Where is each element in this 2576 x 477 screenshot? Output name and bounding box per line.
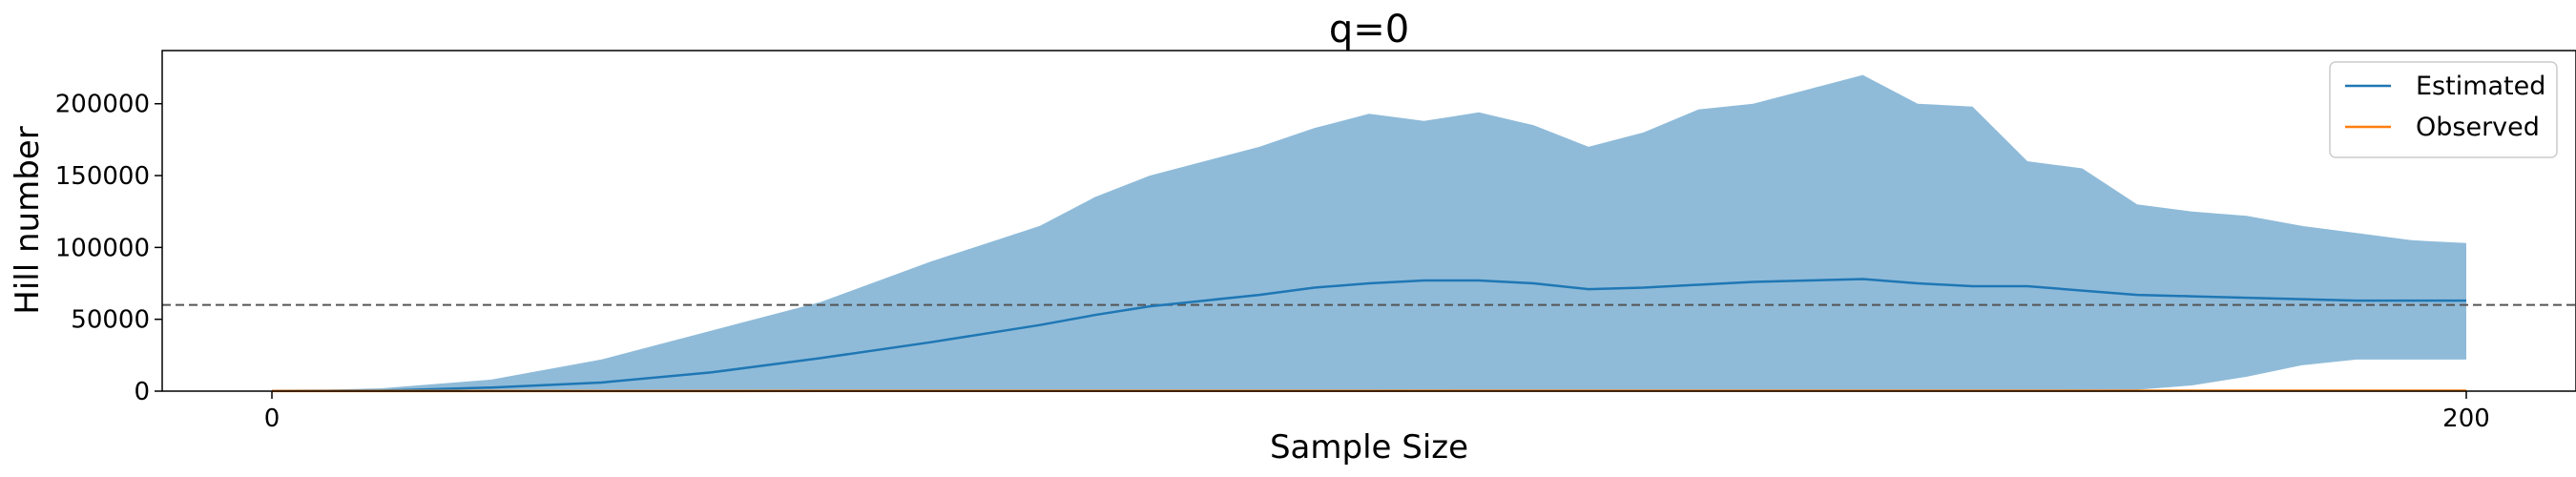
- estimated-confidence-band: [272, 74, 2466, 391]
- chart-title: q=0: [1329, 8, 1409, 52]
- y-axis-label: Hill number: [9, 126, 47, 314]
- series-line-estimated: [271, 278, 2466, 393]
- y-tick-label: 100000: [55, 234, 150, 262]
- x-tick-label: 0: [264, 404, 280, 433]
- y-tick-label: 0: [134, 378, 150, 406]
- plot-area: [162, 74, 2576, 393]
- plot-frame: [161, 50, 2576, 392]
- legend-label-estimated: Estimated: [2416, 72, 2545, 101]
- y-tick-label: 150000: [55, 162, 150, 191]
- y-tick-label: 50000: [71, 306, 150, 335]
- x-axis: 0 200: [264, 391, 2490, 433]
- legend-label-observed: Observed: [2416, 113, 2540, 142]
- x-axis-label: Sample Size: [1270, 428, 1468, 467]
- legend: Estimated Observed: [2329, 61, 2558, 158]
- y-tick-label: 200000: [55, 91, 150, 119]
- x-tick-label: 200: [2442, 404, 2490, 433]
- y-axis: 0 50000 100000 150000 200000: [55, 91, 162, 406]
